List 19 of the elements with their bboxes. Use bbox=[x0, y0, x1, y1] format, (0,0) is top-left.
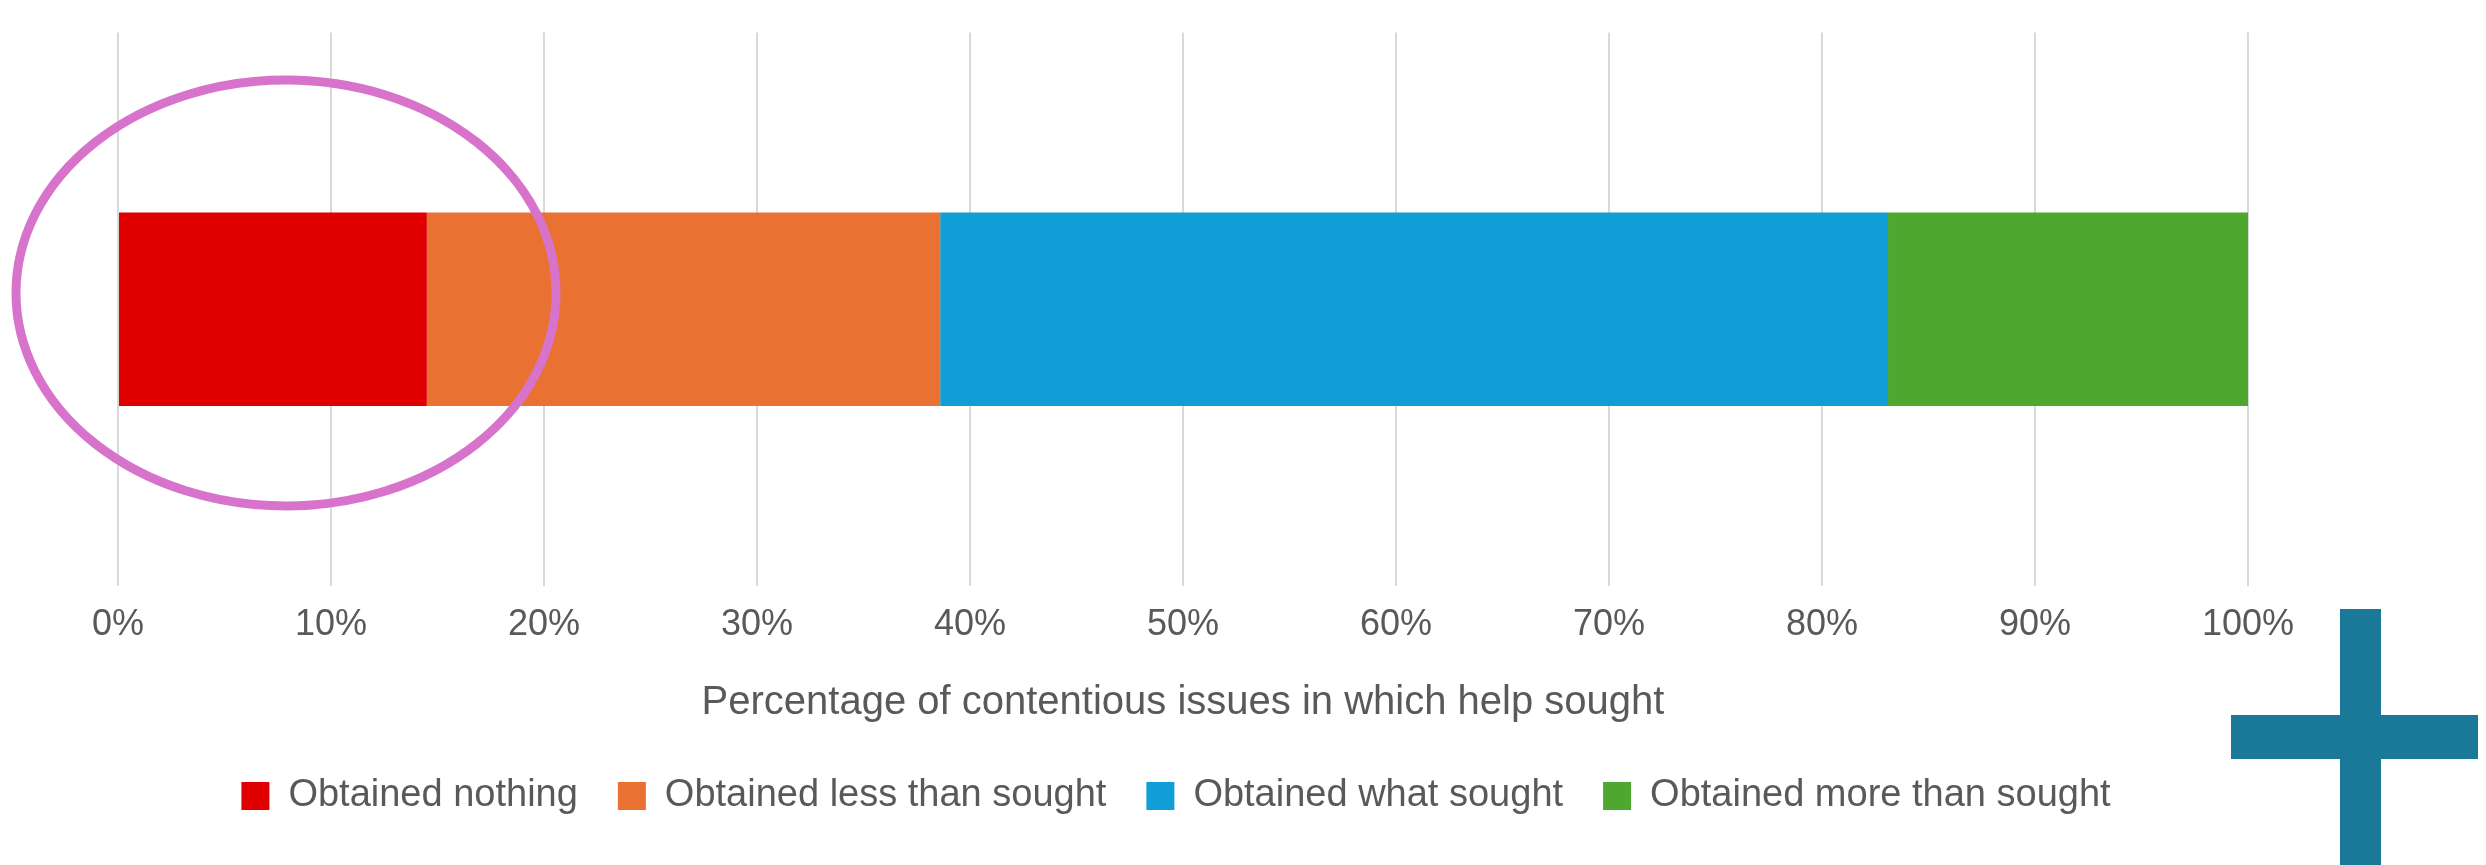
x-tick-label: 60% bbox=[1359, 602, 1433, 644]
x-tick-label: 80% bbox=[1785, 602, 1859, 644]
x-tick-label: 70% bbox=[1572, 602, 1646, 644]
bar bbox=[119, 212, 427, 407]
x-tick-label: 40% bbox=[933, 602, 1007, 644]
x-axis-title: Percentage of contentious issues in which help sought bbox=[701, 678, 1665, 723]
x-tick-label: 50% bbox=[1146, 602, 1220, 644]
legend-label: Obtained nothing bbox=[288, 772, 578, 815]
x-tick-label: 20% bbox=[507, 602, 581, 644]
legend-label: Obtained what sought bbox=[1193, 772, 1564, 815]
legend-label: Obtained more than sought bbox=[1650, 772, 2112, 815]
x-tick-label: 100% bbox=[2201, 602, 2295, 644]
bar bbox=[940, 212, 1889, 407]
x-tick-label: 90% bbox=[1998, 602, 2072, 644]
x-tick-label: 0% bbox=[91, 602, 145, 644]
x-tick-label: 10% bbox=[294, 602, 368, 644]
bar bbox=[1888, 212, 2248, 407]
legend-label: Obtained less than sought bbox=[664, 772, 1107, 815]
x-tick-label: 30% bbox=[720, 602, 794, 644]
